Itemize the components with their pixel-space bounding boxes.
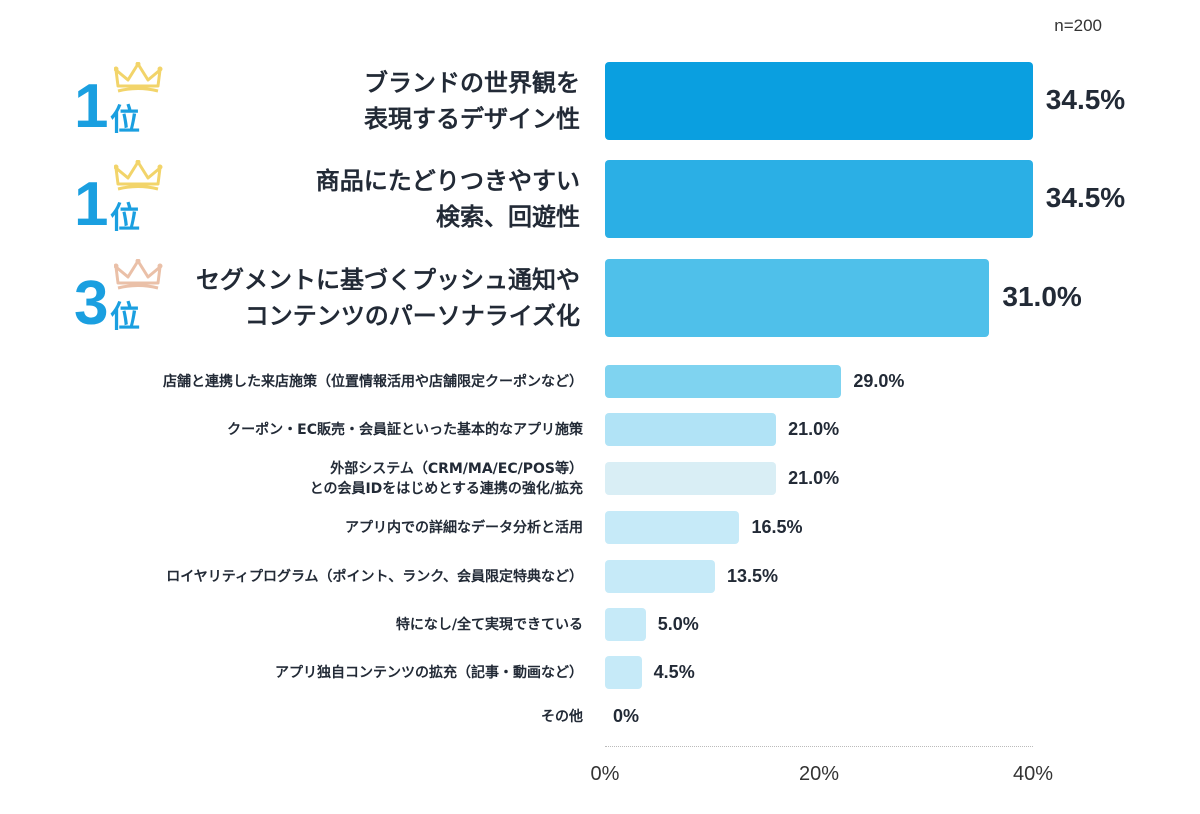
rank-suffix: 位	[110, 300, 140, 335]
category-label: セグメントに基づくプッシュ通知や コンテンツのパーソナライズ化	[196, 266, 580, 330]
crown-icon	[114, 62, 163, 93]
category-label: 店舗と連携した来店施策（位置情報活用や店舗限定クーポンなど）	[163, 373, 583, 390]
bar	[605, 608, 646, 641]
x-tick-label: 20%	[798, 763, 840, 785]
rank-number: 1	[74, 170, 109, 239]
value-label: 21.0%	[788, 418, 840, 439]
rank-number: 1	[74, 72, 109, 141]
value-label: 34.5%	[1045, 182, 1126, 213]
value-label: 34.5%	[1045, 84, 1126, 115]
category-label: 特になし/全て実現できている	[395, 616, 583, 633]
category-label: ロイヤリティプログラム（ポイント、ランク、会員限定特典など）	[166, 568, 583, 585]
rank-suffix: 位	[110, 103, 140, 138]
bar	[605, 656, 642, 689]
category-label: アプリ独自コンテンツの拡充（記事・動画など）	[275, 664, 583, 681]
bar	[605, 62, 1033, 140]
value-label: 5.0%	[657, 613, 699, 634]
bar	[605, 560, 716, 593]
bar	[605, 413, 777, 446]
category-label: 外部システム（CRM/MA/EC/POS等） との会員IDをはじめとする連携の強…	[309, 460, 583, 497]
category-label: アプリ内での詳細なデータ分析と活用	[345, 519, 583, 536]
bar	[605, 365, 842, 398]
x-tick-label: 0%	[590, 763, 620, 785]
bar	[605, 259, 990, 337]
x-axis-line	[605, 746, 1033, 747]
value-label: 0%	[613, 705, 640, 726]
crown-icon	[114, 160, 163, 191]
value-label: 13.5%	[727, 565, 779, 586]
category-label: クーポン・EC販売・会員証といった基本的なアプリ施策	[227, 421, 583, 438]
bar	[605, 462, 777, 495]
value-label: 29.0%	[853, 370, 905, 391]
bar	[605, 160, 1033, 238]
category-label: その他	[541, 708, 583, 725]
value-label: 16.5%	[751, 516, 803, 537]
category-label: 商品にたどりつきやすい 検索、回遊性	[315, 167, 580, 231]
value-label: 4.5%	[653, 661, 695, 682]
bar	[605, 511, 740, 544]
rank-suffix: 位	[110, 201, 140, 236]
x-tick-label: 40%	[1012, 763, 1054, 785]
crown-icon	[114, 259, 163, 290]
rank-number: 3	[74, 269, 109, 338]
category-label: ブランドの世界観を 表現するデザイン性	[364, 69, 580, 133]
value-label: 31.0%	[1002, 281, 1082, 312]
sample-size: n=200	[1054, 16, 1102, 35]
value-label: 21.0%	[788, 467, 840, 488]
